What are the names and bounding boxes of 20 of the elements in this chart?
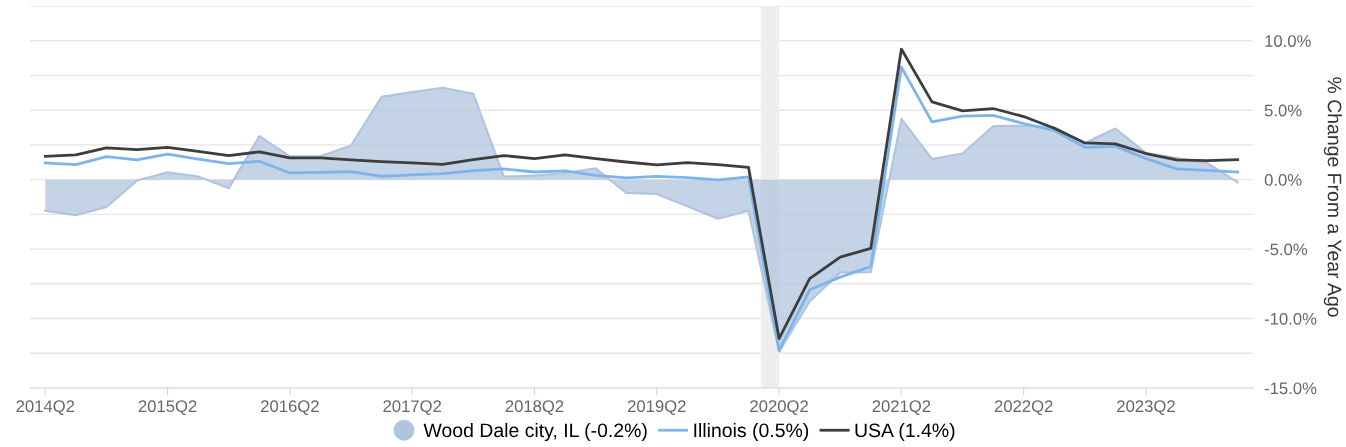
- x-tick-label: 2021Q2: [872, 400, 931, 416]
- x-tick-label: 2019Q2: [627, 400, 686, 416]
- y-tick-label: -5.0%: [1264, 243, 1308, 256]
- x-tick-label: 2023Q2: [1117, 400, 1175, 416]
- x-tick-label: 2016Q2: [261, 400, 319, 416]
- x-tick-label: 2017Q2: [383, 400, 442, 416]
- y-tick-label: 0.0%: [1264, 174, 1302, 186]
- x-tick-label: 2018Q2: [505, 400, 564, 416]
- legend-label: Illinois (0.5%): [694, 422, 809, 442]
- x-tick-label: 2014Q2: [16, 400, 75, 416]
- x-tick-label: 2020Q2: [750, 400, 808, 416]
- x-tick-label: 2015Q2: [138, 400, 197, 416]
- y-tick-label: 5.0%: [1264, 104, 1302, 117]
- x-tick-label: 2022Q2: [994, 400, 1053, 416]
- legend-label: Wood Dale city, IL (-0.2%): [423, 422, 647, 442]
- y-tick-label: -15.0%: [1264, 382, 1317, 395]
- y-tick-label: 10.0%: [1265, 35, 1311, 47]
- y-axis-title: % Change From a Year Ago: [1323, 77, 1342, 317]
- legend-label: USA (1.4%): [855, 422, 955, 442]
- y-tick-label: -10.0%: [1264, 312, 1317, 325]
